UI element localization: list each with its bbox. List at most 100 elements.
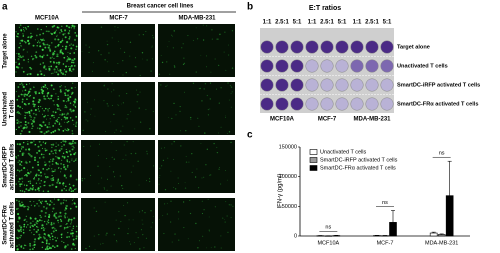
cell-dot [65, 117, 68, 120]
column-label: MCF10A [270, 117, 295, 123]
cell-dot [228, 131, 231, 133]
cell-dot [31, 232, 33, 234]
cell-dot [207, 108, 210, 111]
cell-dot [53, 149, 56, 151]
cell-dot [73, 101, 76, 104]
cell-dot [37, 229, 40, 231]
cell-dot [52, 53, 55, 56]
cell-dot [30, 155, 33, 158]
cell-dot [93, 235, 95, 237]
cell-dot [139, 121, 142, 123]
cell-dot [22, 127, 25, 130]
cell-dot [62, 129, 65, 132]
cell-dot [198, 88, 200, 90]
cell-dot [22, 70, 25, 73]
cell-dot [67, 216, 69, 218]
cell-dot [47, 91, 50, 94]
cell-dot [107, 88, 109, 90]
cell-dot [45, 86, 47, 89]
cell-dot [55, 152, 57, 154]
cell-dot [52, 130, 55, 133]
cell-dot [230, 106, 232, 108]
cell-dot [175, 114, 177, 116]
cell-dot [200, 143, 202, 144]
cell-dot [20, 125, 22, 127]
cell-dot [70, 47, 73, 50]
cell-dot [71, 232, 74, 235]
cell-dot [144, 211, 146, 214]
cell-dot [46, 43, 49, 46]
cell-dot [48, 107, 50, 110]
cell-dot [27, 140, 29, 142]
cell-dot [36, 44, 39, 47]
cell-dot [205, 164, 207, 166]
cell-dot [81, 51, 83, 53]
cell-dot [24, 26, 27, 29]
cell-dot [44, 107, 47, 110]
cell-dot [75, 125, 77, 127]
cell-dot [29, 226, 32, 229]
cell-dot [51, 146, 53, 149]
cell-dot [68, 30, 71, 32]
cell-dot [34, 159, 36, 162]
cell-dot [34, 204, 36, 207]
cell-dot [158, 73, 161, 75]
cell-dot [71, 142, 73, 145]
cell-dot [227, 231, 229, 233]
cell-dot [142, 223, 144, 225]
cell-dot [172, 35, 173, 37]
cell-dot [56, 55, 58, 58]
cell-dot [25, 174, 29, 177]
cell-dot [224, 31, 226, 33]
cell-dot [67, 155, 69, 158]
cell-dot [165, 85, 167, 88]
cell-dot [66, 121, 68, 124]
well [260, 40, 274, 54]
cell-dot [53, 50, 56, 53]
cell-dot [231, 30, 234, 32]
cell-dot [32, 187, 34, 189]
cell-dot [33, 201, 35, 203]
cell-dot [72, 59, 74, 61]
cell-dot [24, 116, 27, 119]
cell-dot [44, 248, 47, 251]
well [320, 97, 334, 111]
cell-dot [227, 44, 229, 46]
cell-dot [20, 29, 22, 31]
cell-dot [224, 221, 226, 223]
cell-dot [185, 161, 188, 163]
cell-dot [216, 151, 219, 154]
cell-dot [145, 180, 148, 182]
cell-dot [138, 107, 140, 109]
cell-dot [120, 130, 122, 132]
cell-dot [27, 169, 29, 171]
cell-dot [133, 242, 135, 244]
cell-dot [110, 185, 112, 187]
cell-dot [209, 174, 211, 176]
cell-dot [57, 163, 59, 165]
cell-dot [204, 83, 207, 85]
cell-dot [46, 220, 49, 223]
cell-dot [75, 116, 78, 118]
cell-dot [54, 111, 57, 114]
cell-dot [23, 244, 26, 247]
cell-dot [68, 218, 71, 221]
cell-dot [142, 234, 144, 236]
cell-dot [17, 95, 20, 98]
cell-dot [182, 43, 184, 45]
cell-dot [26, 126, 28, 128]
cell-dot [39, 157, 41, 159]
well [365, 78, 379, 92]
cell-dot [117, 104, 119, 106]
cell-dot [63, 188, 65, 190]
cell-dot [37, 161, 39, 163]
cell-dot [206, 66, 207, 68]
cell-dot [25, 184, 28, 187]
cell-dot [27, 172, 30, 175]
fluorescence-image [158, 140, 235, 193]
cell-dot [220, 235, 222, 237]
cell-dot [231, 91, 233, 93]
cell-dot [22, 55, 24, 58]
cell-dot [40, 130, 43, 134]
cell-dot [184, 91, 186, 93]
